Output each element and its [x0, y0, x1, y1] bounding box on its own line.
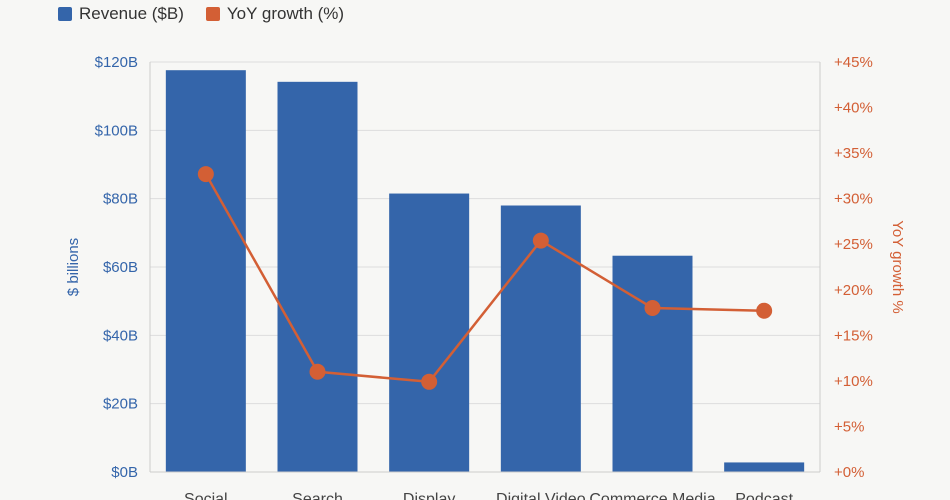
bar-podcast[interactable]	[724, 462, 805, 472]
growth-point-commerce-media[interactable]	[644, 300, 661, 316]
y-tick-label: $60B	[103, 259, 138, 276]
x-tick-label: Digital Video	[496, 491, 586, 500]
y2-tick-label: +10%	[834, 373, 873, 390]
y2-tick-label: +15%	[834, 327, 873, 344]
bar-social[interactable]	[165, 70, 246, 472]
y2-tick-label: +5%	[834, 418, 864, 435]
y-tick-label: $40B	[103, 327, 138, 344]
x-tick-label: Commerce Media	[589, 491, 715, 500]
legend-swatch-revenue	[58, 7, 72, 21]
legend-label-growth: YoY growth (%)	[226, 4, 345, 23]
bar-digital-video[interactable]	[500, 205, 581, 473]
growth-point-search[interactable]	[309, 363, 326, 380]
y2-tick-label: +45%	[834, 54, 873, 71]
legend-label-revenue: Revenue ($B)	[79, 4, 184, 23]
grid-layer	[150, 61, 820, 473]
growth-point-digital-video[interactable]	[532, 232, 549, 249]
bar-search[interactable]	[277, 81, 358, 473]
y2-tick-label: +35%	[834, 145, 873, 162]
growth-point-social[interactable]	[197, 166, 214, 183]
line-layer	[197, 166, 773, 390]
legend: Revenue ($B) YoY growth (%)	[58, 4, 344, 24]
bar-display[interactable]	[389, 193, 470, 472]
legend-swatch-growth	[205, 7, 220, 21]
axis-layer	[149, 62, 821, 473]
y2-tick-label: +20%	[834, 282, 873, 299]
legend-item-revenue[interactable]: Revenue ($B)	[58, 4, 184, 24]
bar-layer	[165, 70, 805, 473]
y-tick-label: $120B	[95, 54, 138, 71]
x-tick-label: Social	[184, 491, 228, 500]
growth-line	[204, 173, 765, 384]
growth-point-display[interactable]	[421, 373, 438, 390]
y-tick-label: $0B	[111, 464, 138, 481]
y-tick-label: $80B	[103, 191, 138, 208]
label-layer: $0B $20B $40B $60B $80B $100B $120B +0% +5% +10% +…	[65, 54, 906, 500]
y2-tick-label: +40%	[834, 100, 873, 117]
growth-point-podcast[interactable]	[756, 302, 773, 319]
legend-item-growth[interactable]: YoY growth (%)	[205, 4, 345, 24]
x-tick-label: Podcast	[735, 491, 793, 500]
y2-tick-label: +25%	[834, 236, 873, 253]
y-tick-label: $20B	[103, 396, 138, 413]
y2-tick-label: +0%	[834, 464, 864, 481]
y2-tick-label: +30%	[834, 191, 873, 208]
y2-axis-title: YoY growth %	[889, 220, 906, 313]
x-tick-label: Display	[403, 491, 455, 500]
y-axis-title: $ billions	[65, 238, 82, 296]
x-tick-label: Search	[292, 491, 343, 500]
y-tick-label: $100B	[95, 122, 138, 139]
bar-commerce-media[interactable]	[612, 255, 693, 472]
